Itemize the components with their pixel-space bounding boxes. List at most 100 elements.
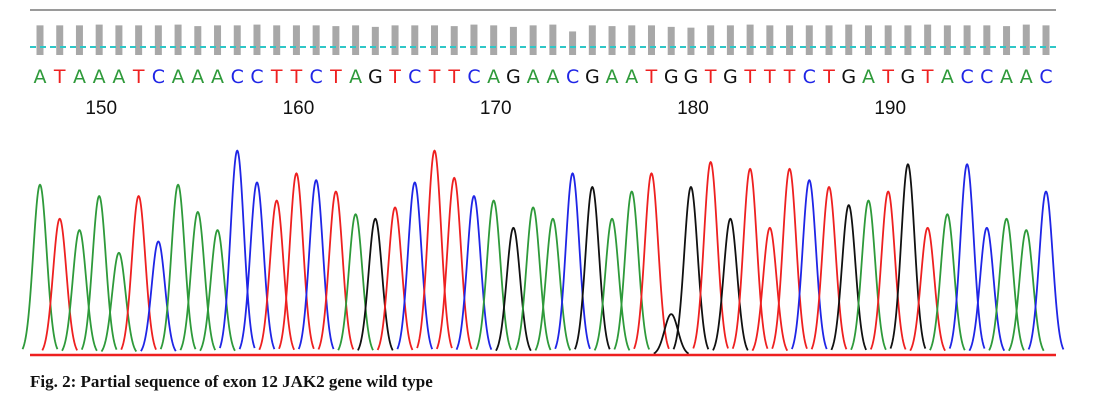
trace-peak <box>120 195 157 350</box>
quality-bar <box>509 26 517 55</box>
base-call: G <box>664 66 679 88</box>
quality-bar <box>292 25 300 55</box>
base-call: C <box>566 66 579 88</box>
trace-peak <box>810 185 848 350</box>
base-call: A <box>1020 66 1033 88</box>
quality-bar <box>391 25 399 55</box>
base-call: T <box>388 66 401 88</box>
trace-peaks <box>21 149 1065 355</box>
quality-bar <box>825 25 833 55</box>
trace-peak <box>574 185 611 350</box>
quality-bar <box>431 25 439 55</box>
trace-peak <box>968 226 1006 352</box>
base-call: T <box>822 66 835 88</box>
base-call: A <box>34 66 47 88</box>
base-call: G <box>368 66 383 88</box>
position-label: 160 <box>283 98 315 119</box>
trace-peak <box>514 206 552 351</box>
trace-peak <box>613 190 651 350</box>
quality-bar <box>36 25 44 55</box>
quality-bar <box>233 25 241 55</box>
quality-bar <box>273 25 281 55</box>
quality-bar <box>963 25 971 55</box>
base-call: A <box>349 66 362 88</box>
trace-peak <box>61 229 98 352</box>
trace-peak <box>791 179 828 350</box>
quality-bar <box>56 25 64 55</box>
quality-bar <box>805 25 813 55</box>
quality-bar <box>943 25 951 55</box>
base-call: T <box>132 66 145 88</box>
trace-peak <box>337 213 374 351</box>
base-call: T <box>329 66 342 88</box>
base-call: T <box>763 66 776 88</box>
trace-peak <box>435 176 473 350</box>
base-call: G <box>901 66 916 88</box>
base-call: C <box>960 66 973 88</box>
base-call: G <box>585 66 600 88</box>
trace-peak <box>238 181 276 350</box>
quality-bar <box>1003 26 1011 55</box>
figure-caption: Fig. 2: Partial sequence of exon 12 JAK2… <box>30 372 433 391</box>
trace-peak <box>672 185 710 350</box>
trace-peak <box>179 210 217 351</box>
trace-peak <box>830 204 867 351</box>
quality-bar <box>1022 24 1030 55</box>
base-call: T <box>743 66 756 88</box>
quality-bar <box>95 24 103 55</box>
base-call: C <box>152 66 165 88</box>
trace-peak <box>357 217 394 351</box>
base-call: T <box>270 66 283 88</box>
base-call: C <box>467 66 480 88</box>
base-call: T <box>53 66 66 88</box>
quality-bar <box>845 24 853 55</box>
trace-peak <box>495 226 532 352</box>
trace-peak <box>475 199 512 351</box>
base-call: T <box>783 66 796 88</box>
base-call: C <box>803 66 816 88</box>
quality-bar <box>352 25 360 55</box>
trace-peak <box>455 195 493 350</box>
base-call: C <box>231 66 244 88</box>
trace-peak <box>396 181 434 350</box>
trace-peak <box>159 183 197 350</box>
base-call: A <box>487 66 500 88</box>
quality-bar <box>115 25 123 55</box>
quality-bars <box>36 24 1050 55</box>
base-call: T <box>645 66 658 88</box>
quality-bar <box>312 25 320 55</box>
trace-peak <box>100 251 138 353</box>
quality-bar <box>529 25 537 55</box>
base-call: A <box>172 66 185 88</box>
quality-bar <box>786 25 794 55</box>
trace-peak <box>771 167 808 349</box>
trace-peak <box>948 163 986 349</box>
quality-bar <box>924 24 932 55</box>
quality-bar <box>707 25 715 55</box>
quality-bar <box>470 24 478 55</box>
quality-bar <box>549 24 557 55</box>
quality-bar <box>75 25 83 55</box>
trace-peak <box>692 160 729 349</box>
quality-bar <box>253 24 261 55</box>
base-call: C <box>408 66 421 88</box>
position-label: 180 <box>677 98 709 119</box>
quality-bar <box>628 25 636 55</box>
base-call: A <box>93 66 106 88</box>
quality-bar <box>766 25 774 55</box>
base-call: T <box>921 66 934 88</box>
quality-bar <box>983 25 991 55</box>
trace-peak <box>593 217 631 351</box>
trace-peak <box>140 240 177 352</box>
trace-peak <box>731 167 769 349</box>
quality-bar <box>490 25 498 55</box>
quality-bar <box>687 27 695 55</box>
base-call: A <box>73 66 86 88</box>
base-call: A <box>191 66 204 88</box>
base-call: C <box>1039 66 1052 88</box>
quality-bar <box>135 25 143 55</box>
quality-bar <box>174 24 182 55</box>
base-call: A <box>862 66 875 88</box>
trace-peak <box>416 149 453 349</box>
trace-peak <box>1008 229 1045 352</box>
